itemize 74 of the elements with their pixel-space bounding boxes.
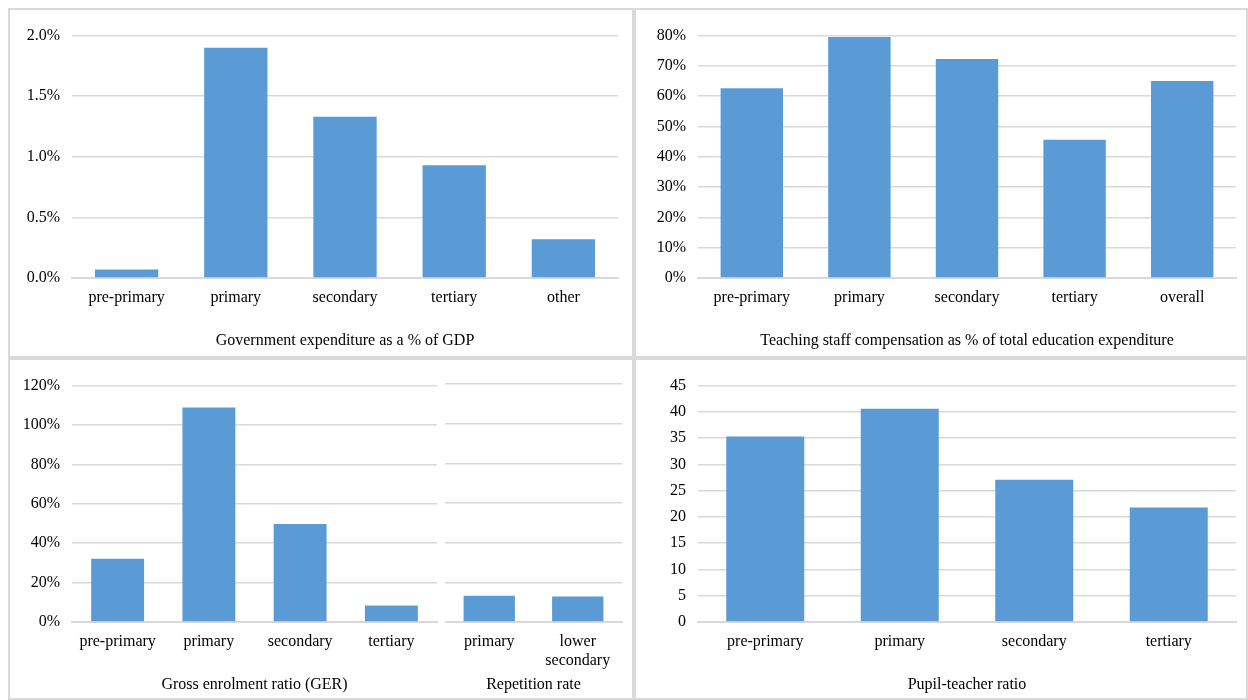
y-tick-label: 40% (656, 147, 686, 164)
x-axis-title: Pupil-teacher ratio (907, 674, 1027, 693)
y-tick-label: 25 (670, 480, 686, 498)
x-tick-label: primary (463, 631, 515, 650)
bar (94, 269, 159, 278)
y-tick-label: 45 (670, 375, 686, 393)
x-tick-label: secondary (312, 287, 378, 306)
y-tick-label: 20% (30, 572, 60, 590)
y-tick-label: 60% (656, 86, 686, 104)
x-axis-title: Gross enrolment ratio (GER) (161, 674, 348, 693)
bar (726, 436, 805, 622)
y-tick-label: 30 (670, 454, 686, 472)
bar (313, 116, 377, 278)
y-tick-label: 80% (30, 454, 60, 472)
y-tick-label: 5 (678, 585, 686, 603)
bar (531, 239, 596, 278)
y-tick-label: 0% (664, 268, 686, 286)
x-tick-label: pre-primary (713, 287, 790, 306)
bar (364, 605, 418, 622)
y-tick-label: 40 (670, 402, 686, 420)
x-tick-label: secondary (934, 287, 1000, 306)
bar (720, 88, 783, 278)
y-tick-label: 60% (30, 494, 60, 511)
x-tick-label: lower secondary (545, 631, 611, 669)
bar (1043, 139, 1106, 278)
y-tick-label: 100% (22, 415, 60, 433)
y-tick-label: 20 (670, 507, 686, 525)
y-tick-label: 35 (670, 428, 686, 446)
bar (935, 58, 999, 278)
y-tick-label: 40% (30, 533, 60, 551)
y-tick-label: 20% (656, 207, 686, 225)
bar (182, 407, 236, 622)
y-tick-label: 120% (22, 375, 60, 393)
x-axis-title: Government expenditure as a % of GDP (215, 330, 475, 349)
bar (91, 558, 145, 622)
x-tick-label: secondary (267, 631, 333, 650)
y-tick-label: 0 (678, 612, 686, 630)
bar (860, 408, 939, 622)
bar (828, 37, 891, 278)
x-tick-label: primary (834, 287, 885, 306)
bar (273, 524, 327, 622)
y-tick-label: 1.5% (26, 86, 60, 104)
x-tick-label: pre-primary (727, 631, 804, 650)
x-tick-label: primary (210, 287, 262, 306)
x-tick-label: other (546, 287, 581, 305)
y-tick-label: 50% (656, 116, 686, 134)
x-axis-title: Teaching staff compensation as % of total education expenditure (760, 330, 1174, 349)
y-tick-label: 30% (656, 177, 686, 195)
bar (1151, 81, 1214, 278)
bar (422, 165, 486, 278)
x-tick-label: tertiary (368, 631, 415, 650)
x-tick-label: tertiary (431, 287, 478, 306)
x-tick-label: tertiary (1051, 287, 1098, 306)
y-tick-label: 0% (38, 612, 60, 630)
x-axis-title: Repetition rate (486, 674, 581, 693)
y-tick-label: 1.0% (26, 147, 60, 164)
x-tick-label: secondary (1001, 631, 1067, 650)
y-tick-label: 10 (670, 559, 686, 577)
y-tick-label: 0.0% (26, 268, 60, 286)
y-tick-label: 70% (656, 56, 686, 74)
x-tick-label: tertiary (1145, 631, 1192, 650)
bar (204, 47, 268, 278)
y-tick-label: 15 (670, 533, 686, 551)
bar (995, 479, 1074, 622)
y-tick-label: 2.0% (26, 25, 60, 43)
x-tick-label: primary (183, 631, 235, 650)
y-tick-label: 0.5% (26, 207, 60, 225)
x-tick-label: pre-primary (88, 287, 165, 306)
x-tick-label: primary (874, 631, 926, 650)
x-tick-label: pre-primary (79, 631, 156, 650)
y-tick-label: 10% (656, 237, 686, 255)
bar (1129, 507, 1208, 622)
x-tick-label: overall (1159, 287, 1205, 305)
y-tick-label: 80% (656, 25, 686, 43)
